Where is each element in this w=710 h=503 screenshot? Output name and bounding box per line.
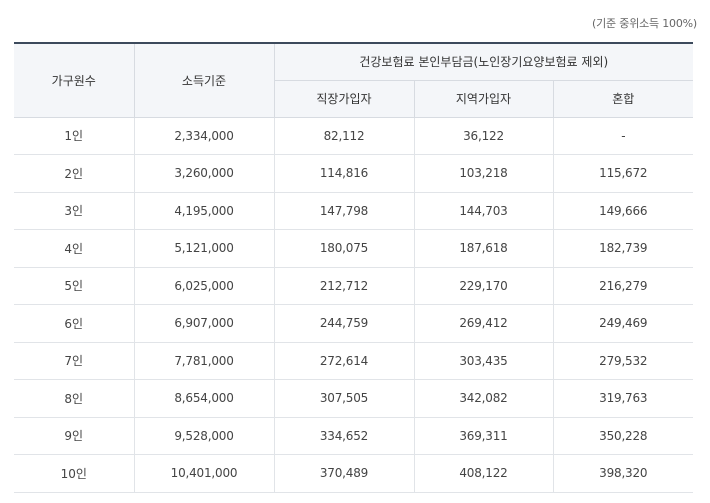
table-row: 6인 6,907,000 244,759 269,412 249,469: [14, 304, 694, 343]
cell-employee: 272,614: [273, 342, 414, 380]
cell-regional: 408,122: [413, 454, 553, 493]
cell-mixed: 249,469: [552, 304, 694, 343]
cell-regional: 36,122: [413, 117, 553, 155]
cell-household: 1인: [14, 117, 134, 155]
cell-regional: 103,218: [413, 154, 553, 193]
table-row: 2인 3,260,000 114,816 103,218 115,672: [14, 154, 694, 193]
cell-mixed: 149,666: [552, 192, 694, 230]
cell-household: 6인: [14, 304, 134, 343]
cell-income: 9,528,000: [133, 417, 274, 455]
cell-income: 10,401,000: [133, 454, 274, 493]
table-row: 4인 5,121,000 180,075 187,618 182,739: [14, 229, 694, 268]
cell-mixed: 182,739: [552, 229, 694, 268]
cell-employee: 334,652: [273, 417, 414, 455]
table-row: 10인 10,401,000 370,489 408,122 398,320: [14, 454, 694, 493]
cell-employee: 307,505: [273, 379, 414, 418]
cell-employee: 147,798: [273, 192, 414, 230]
table-row: 9인 9,528,000 334,652 369,311 350,228: [14, 417, 694, 455]
cell-regional: 144,703: [413, 192, 553, 230]
header-income: 소득기준: [133, 42, 274, 118]
cell-employee: 212,712: [273, 267, 414, 305]
cell-employee: 244,759: [273, 304, 414, 343]
cell-household: 10인: [14, 454, 134, 493]
header-employee: 직장가입자: [273, 80, 414, 118]
cell-regional: 269,412: [413, 304, 553, 343]
cell-employee: 82,112: [273, 117, 414, 155]
cell-mixed: 319,763: [552, 379, 694, 418]
cell-mixed: 279,532: [552, 342, 694, 380]
cell-mixed: 350,228: [552, 417, 694, 455]
header-regional: 지역가입자: [413, 80, 553, 118]
cell-household: 5인: [14, 267, 134, 305]
cell-employee: 114,816: [273, 154, 414, 193]
header-premium-group: 건강보험료 본인부담금(노인장기요양보험료 제외): [273, 42, 694, 81]
cell-regional: 369,311: [413, 417, 553, 455]
cell-household: 7인: [14, 342, 134, 380]
cell-household: 2인: [14, 154, 134, 193]
cell-income: 6,907,000: [133, 304, 274, 343]
cell-household: 8인: [14, 379, 134, 418]
cell-income: 2,334,000: [133, 117, 274, 155]
cell-mixed: 398,320: [552, 454, 694, 493]
table-row: 5인 6,025,000 212,712 229,170 216,279: [14, 267, 694, 305]
table-note: (기준 중위소득 100%): [592, 17, 697, 30]
table-row: 7인 7,781,000 272,614 303,435 279,532: [14, 342, 694, 380]
header-household: 가구원수: [14, 42, 134, 118]
table-header: 가구원수 소득기준 건강보험료 본인부담금(노인장기요양보험료 제외) 직장가입…: [14, 42, 694, 118]
cell-income: 4,195,000: [133, 192, 274, 230]
cell-mixed: 115,672: [552, 154, 694, 193]
cell-household: 3인: [14, 192, 134, 230]
table-row: 3인 4,195,000 147,798 144,703 149,666: [14, 192, 694, 230]
cell-employee: 370,489: [273, 454, 414, 493]
cell-household: 4인: [14, 229, 134, 268]
cell-mixed: -: [552, 117, 694, 155]
cell-income: 7,781,000: [133, 342, 274, 380]
cell-income: 3,260,000: [133, 154, 274, 193]
cell-household: 9인: [14, 417, 134, 455]
table-row: 8인 8,654,000 307,505 342,082 319,763: [14, 379, 694, 418]
cell-income: 5,121,000: [133, 229, 274, 268]
cell-income: 6,025,000: [133, 267, 274, 305]
cell-regional: 229,170: [413, 267, 553, 305]
premium-table: 가구원수 소득기준 건강보험료 본인부담금(노인장기요양보험료 제외) 직장가입…: [14, 42, 694, 493]
cell-employee: 180,075: [273, 229, 414, 268]
table-body: 1인 2,334,000 82,112 36,122 - 2인 3,260,00…: [14, 117, 694, 493]
header-mixed: 혼합: [552, 80, 694, 118]
cell-regional: 342,082: [413, 379, 553, 418]
cell-regional: 187,618: [413, 229, 553, 268]
table-row: 1인 2,334,000 82,112 36,122 -: [14, 117, 694, 155]
cell-mixed: 216,279: [552, 267, 694, 305]
cell-regional: 303,435: [413, 342, 553, 380]
cell-income: 8,654,000: [133, 379, 274, 418]
